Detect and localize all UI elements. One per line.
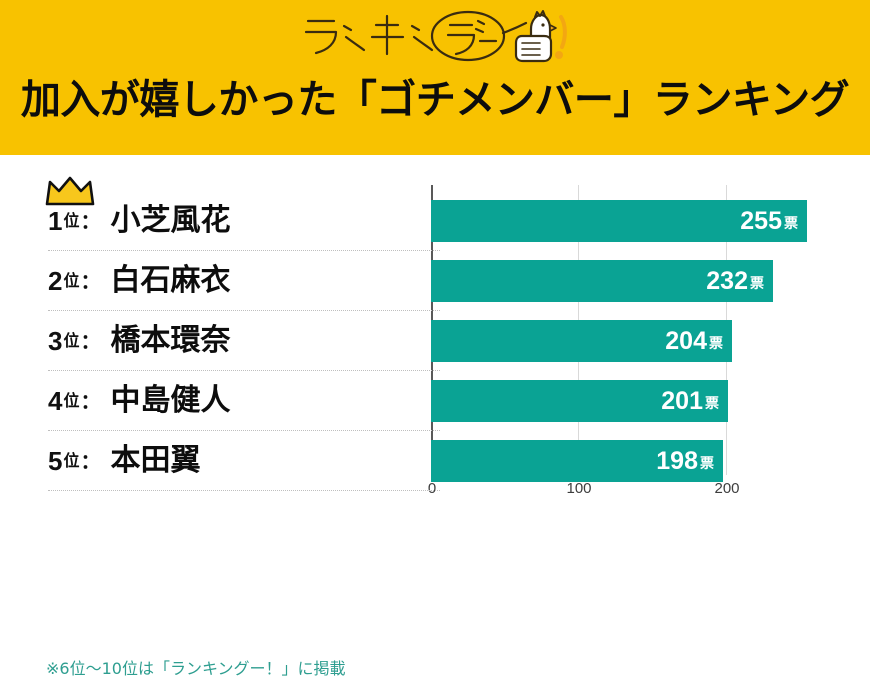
crown-icon bbox=[45, 176, 95, 206]
rank-colon: ： bbox=[80, 209, 101, 233]
rank-unit: 位 bbox=[63, 271, 80, 290]
rank-number: 5 bbox=[48, 446, 63, 476]
table-row: 1 位 ： 小芝風花 255 票 bbox=[0, 191, 870, 251]
bar-unit: 票 bbox=[784, 216, 798, 232]
bar-rank-2: 232 票 bbox=[431, 260, 773, 302]
bar-rank-1: 255 票 bbox=[431, 200, 807, 242]
bar-unit: 票 bbox=[750, 276, 764, 292]
row-divider bbox=[48, 490, 440, 491]
row-divider bbox=[48, 370, 440, 371]
rank-label-2: 2 位 ： 白石麻衣 bbox=[48, 251, 230, 311]
rank-colon: ： bbox=[80, 449, 101, 473]
bar-rank-5: 198 票 bbox=[431, 440, 723, 482]
bar-unit: 票 bbox=[700, 456, 714, 472]
footnote: ※6位〜10位は「ランキングー！」に掲載 bbox=[46, 659, 346, 678]
rank-number: 1 bbox=[48, 206, 63, 236]
rank-number: 3 bbox=[48, 326, 63, 356]
rank-unit: 位 bbox=[63, 331, 80, 350]
person-name: 中島健人 bbox=[110, 383, 231, 418]
page-title: 加入が嬉しかった「ゴチメンバー」ランキング bbox=[20, 77, 850, 123]
person-name: 本田翼 bbox=[110, 443, 201, 478]
row-divider bbox=[48, 430, 440, 431]
row-divider bbox=[48, 250, 440, 251]
bar-unit: 票 bbox=[709, 336, 723, 352]
header-band: ランキングー！ 加入が嬉しかった「ゴチメンバー」ランキング bbox=[0, 0, 870, 155]
table-row: 5 位 ： 本田翼 198 票 bbox=[0, 431, 870, 491]
person-name: 小芝風花 bbox=[110, 203, 231, 238]
bar-value: 204 bbox=[665, 326, 707, 355]
bar-value: 255 bbox=[740, 206, 782, 235]
row-divider bbox=[48, 310, 440, 311]
rank-colon: ： bbox=[80, 329, 101, 353]
bar-value: 198 bbox=[656, 446, 698, 475]
rank-colon: ： bbox=[80, 389, 101, 413]
bar-rank-4: 201 票 bbox=[431, 380, 728, 422]
rank-number: 2 bbox=[48, 266, 63, 296]
rank-label-4: 4 位 ： 中島健人 bbox=[48, 371, 230, 431]
bar-rank-3: 204 票 bbox=[431, 320, 732, 362]
table-row: 2 位 ： 白石麻衣 232 票 bbox=[0, 251, 870, 311]
rank-unit: 位 bbox=[63, 451, 80, 470]
bar-unit: 票 bbox=[705, 396, 719, 412]
table-row: 4 位 ： 中島健人 201 票 bbox=[0, 371, 870, 431]
rank-number: 4 bbox=[48, 386, 63, 416]
person-name: 橋本環奈 bbox=[110, 323, 231, 358]
rank-label-1: 1 位 ： 小芝風花 bbox=[48, 191, 230, 251]
chart-area: 0 100 200 1 位 ： 小芝風花 255 票 bbox=[0, 155, 870, 678]
rank-unit: 位 bbox=[63, 211, 80, 230]
rank-label-3: 3 位 ： 橋本環奈 bbox=[48, 311, 230, 371]
person-name: 白石麻衣 bbox=[110, 263, 231, 298]
bar-value: 201 bbox=[661, 386, 703, 415]
table-row: 3 位 ： 橋本環奈 204 票 bbox=[0, 311, 870, 371]
ranking-rows: 1 位 ： 小芝風花 255 票 2 位 ： bbox=[0, 191, 870, 491]
rank-label-5: 5 位 ： 本田翼 bbox=[48, 431, 200, 491]
rank-colon: ： bbox=[80, 269, 101, 293]
rank-unit: 位 bbox=[63, 391, 80, 410]
ranking-goo-logo: ランキングー！ bbox=[0, 8, 870, 66]
bar-value: 232 bbox=[706, 266, 748, 295]
